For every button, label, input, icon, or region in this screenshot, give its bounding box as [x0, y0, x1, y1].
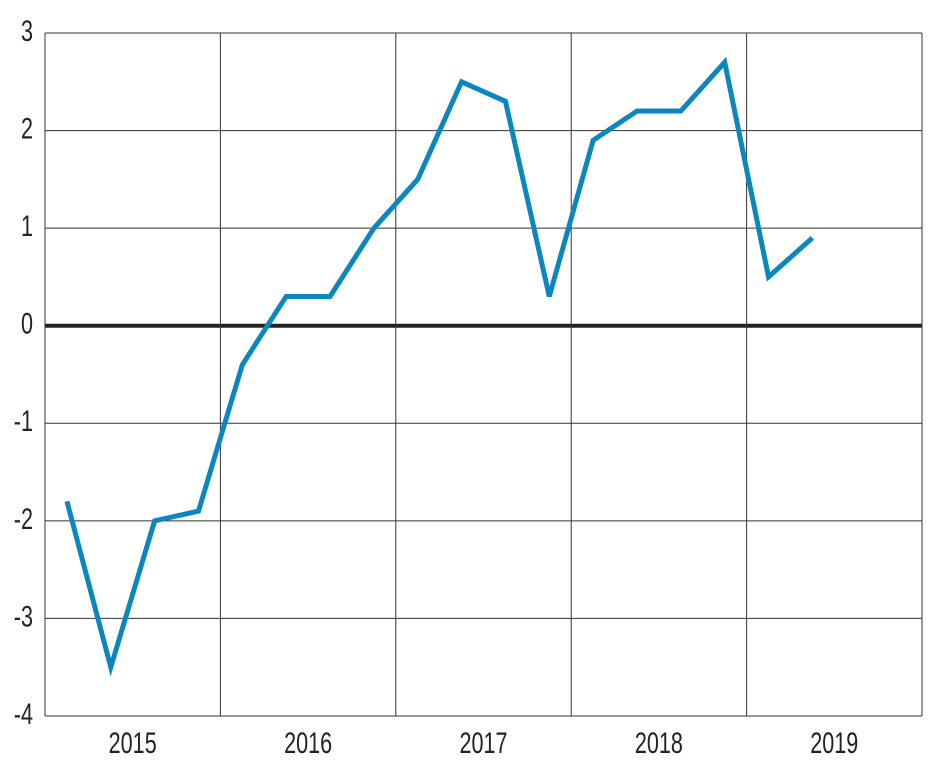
y-tick-label: 1	[21, 209, 33, 243]
y-tick-label: -3	[14, 599, 33, 633]
data-line	[64, 56, 815, 677]
y-tick-label: 2	[21, 111, 33, 145]
x-tick-label: 2016	[284, 725, 332, 759]
x-tick-label: 2018	[635, 725, 683, 759]
x-tick-label: 2019	[810, 725, 858, 759]
y-tick-label: -2	[14, 501, 33, 535]
x-tick-label: 2017	[459, 725, 507, 759]
y-tick-label: -4	[14, 696, 33, 730]
y-tick-label: 0	[21, 306, 33, 340]
x-tick-label: 2015	[109, 725, 157, 759]
y-tick-label: -1	[14, 404, 33, 438]
y-tick-label: 3	[21, 13, 33, 47]
